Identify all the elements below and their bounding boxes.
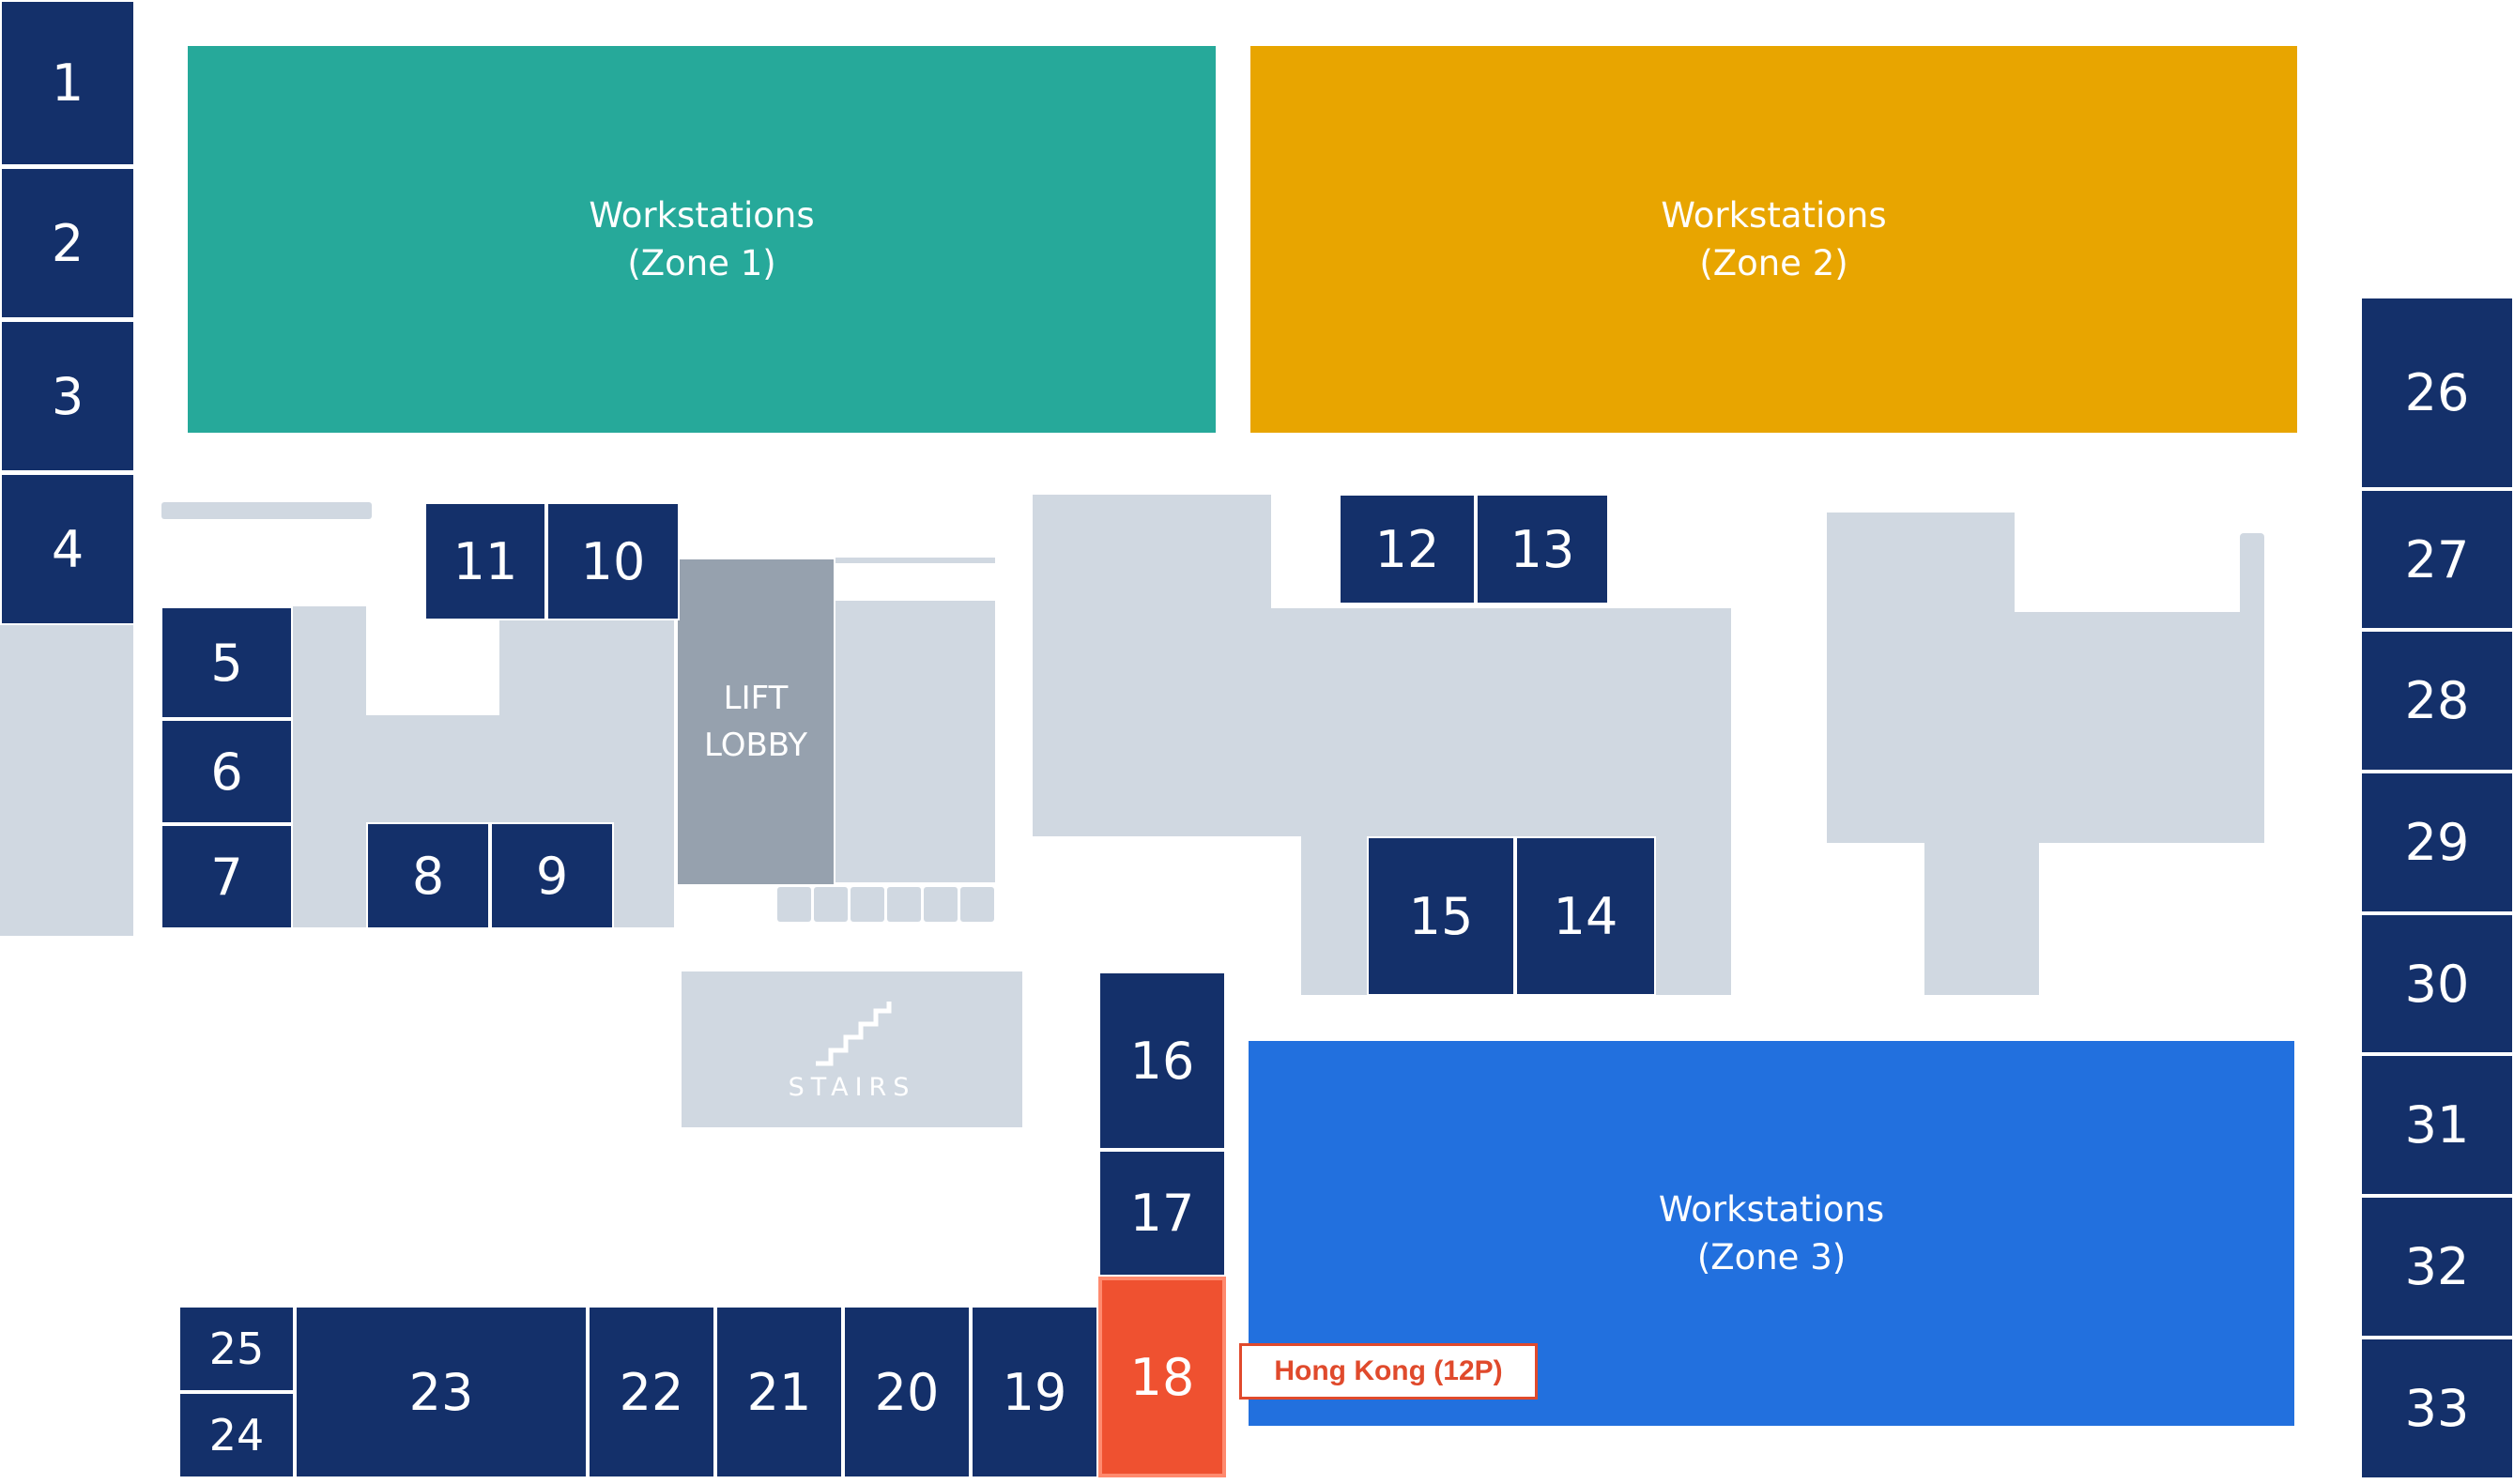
stairs-label: STAIRS	[788, 1072, 916, 1102]
room-22[interactable]: 22	[588, 1306, 715, 1478]
room-14[interactable]: 14	[1515, 836, 1656, 996]
room-27-number: 27	[2404, 529, 2470, 589]
shelf-strip	[161, 502, 372, 519]
room-10[interactable]: 10	[546, 502, 680, 620]
room-24-number: 24	[208, 1410, 265, 1461]
room-12[interactable]: 12	[1339, 494, 1476, 604]
room-30[interactable]: 30	[2360, 913, 2514, 1054]
east-area-band	[1827, 612, 2264, 843]
room-5-number: 5	[210, 633, 243, 693]
room-30-number: 30	[2404, 954, 2470, 1014]
room-29[interactable]: 29	[2360, 772, 2514, 913]
room-21[interactable]: 21	[715, 1306, 843, 1478]
room-33[interactable]: 33	[2360, 1338, 2514, 1479]
room-28-number: 28	[2404, 671, 2470, 730]
room-8-number: 8	[411, 846, 445, 906]
room-22-number: 22	[619, 1362, 684, 1422]
room-7-number: 7	[210, 847, 243, 907]
room-7[interactable]: 7	[161, 824, 293, 929]
room-3-number: 3	[51, 366, 84, 426]
room-17[interactable]: 17	[1098, 1150, 1226, 1277]
room-18-selected[interactable]: 18	[1098, 1277, 1226, 1477]
room-15[interactable]: 15	[1367, 836, 1515, 996]
room-17-number: 17	[1129, 1184, 1195, 1243]
room-27[interactable]: 27	[2360, 489, 2514, 630]
room-28[interactable]: 28	[2360, 630, 2514, 772]
room-19-number: 19	[1002, 1362, 1067, 1422]
room-1[interactable]: 1	[0, 0, 135, 166]
room-16[interactable]: 16	[1098, 971, 1226, 1150]
room-23[interactable]: 23	[295, 1306, 588, 1478]
room-9-number: 9	[535, 846, 569, 906]
lobby-side-line	[835, 558, 995, 563]
zone-2-title: Workstations	[1661, 195, 1887, 236]
room-6[interactable]: 6	[161, 719, 293, 824]
room-15-number: 15	[1408, 886, 1474, 946]
zone-2-subtitle: (Zone 2)	[1699, 243, 1848, 283]
room-8[interactable]: 8	[366, 822, 490, 929]
corridor-west-right	[499, 606, 674, 719]
room-26-number: 26	[2404, 363, 2470, 422]
room-3[interactable]: 3	[0, 320, 135, 472]
room-4-number: 4	[51, 519, 84, 579]
room-5[interactable]: 5	[161, 606, 293, 719]
room-14-number: 14	[1553, 886, 1618, 946]
room-24[interactable]: 24	[178, 1392, 295, 1478]
room-11[interactable]: 11	[424, 502, 546, 620]
room-16-number: 16	[1129, 1031, 1195, 1091]
room-25-number: 25	[208, 1323, 265, 1374]
locker-5	[924, 887, 958, 922]
zone-1-subtitle: (Zone 1)	[627, 243, 776, 283]
room-26[interactable]: 26	[2360, 297, 2514, 489]
tooltip-label: Hong Kong (12P)	[1274, 1355, 1503, 1386]
room-20-number: 20	[874, 1362, 940, 1422]
locker-3	[851, 887, 884, 922]
room-23-number: 23	[408, 1362, 474, 1422]
room-11-number: 11	[452, 531, 518, 591]
room-10-number: 10	[580, 531, 646, 591]
zone-3-title: Workstations	[1658, 1189, 1885, 1230]
room-2-number: 2	[51, 213, 84, 273]
room-6-number: 6	[210, 742, 243, 802]
stairs: STAIRS	[682, 971, 1022, 1127]
room-32[interactable]: 32	[2360, 1196, 2514, 1338]
zone-3-subtitle: (Zone 3)	[1696, 1237, 1847, 1277]
lift-lobby-line2: LOBBY	[703, 727, 808, 764]
room-2[interactable]: 2	[0, 167, 135, 319]
room-25[interactable]: 25	[178, 1306, 295, 1392]
room-21-number: 21	[746, 1362, 812, 1422]
room-4[interactable]: 4	[0, 473, 135, 625]
lobby-side-room	[835, 601, 995, 882]
workstations-zone-1[interactable]: Workstations (Zone 1)	[188, 46, 1216, 433]
room-18-number: 18	[1129, 1347, 1195, 1407]
room-31[interactable]: 31	[2360, 1054, 2514, 1196]
zone-1-title: Workstations	[589, 195, 815, 236]
locker-4	[887, 887, 921, 922]
workstations-zone-2[interactable]: Workstations (Zone 2)	[1250, 46, 2297, 433]
room-13[interactable]: 13	[1476, 494, 1609, 604]
locker-2	[814, 887, 848, 922]
stairs-icon	[815, 1001, 891, 1065]
lift-lobby-line1: LIFT	[723, 680, 789, 717]
room-18-tooltip: Hong Kong (12P)	[1239, 1343, 1538, 1400]
east-area-stem	[1924, 835, 2039, 995]
room-33-number: 33	[2404, 1379, 2470, 1438]
room-29-number: 29	[2404, 813, 2470, 872]
east-area-post	[2240, 533, 2264, 627]
room-9[interactable]: 9	[490, 822, 614, 929]
corridor-west-wall	[0, 624, 133, 936]
locker-1	[777, 887, 811, 922]
locker-6	[960, 887, 994, 922]
room-20[interactable]: 20	[843, 1306, 971, 1478]
room-13-number: 13	[1510, 519, 1575, 579]
central-area-main	[1033, 608, 1731, 836]
lift-lobby: LIFT LOBBY	[678, 559, 834, 884]
room-31-number: 31	[2404, 1095, 2470, 1155]
room-12-number: 12	[1374, 519, 1440, 579]
room-1-number: 1	[51, 54, 84, 113]
room-19[interactable]: 19	[971, 1306, 1098, 1478]
room-32-number: 32	[2404, 1237, 2470, 1296]
